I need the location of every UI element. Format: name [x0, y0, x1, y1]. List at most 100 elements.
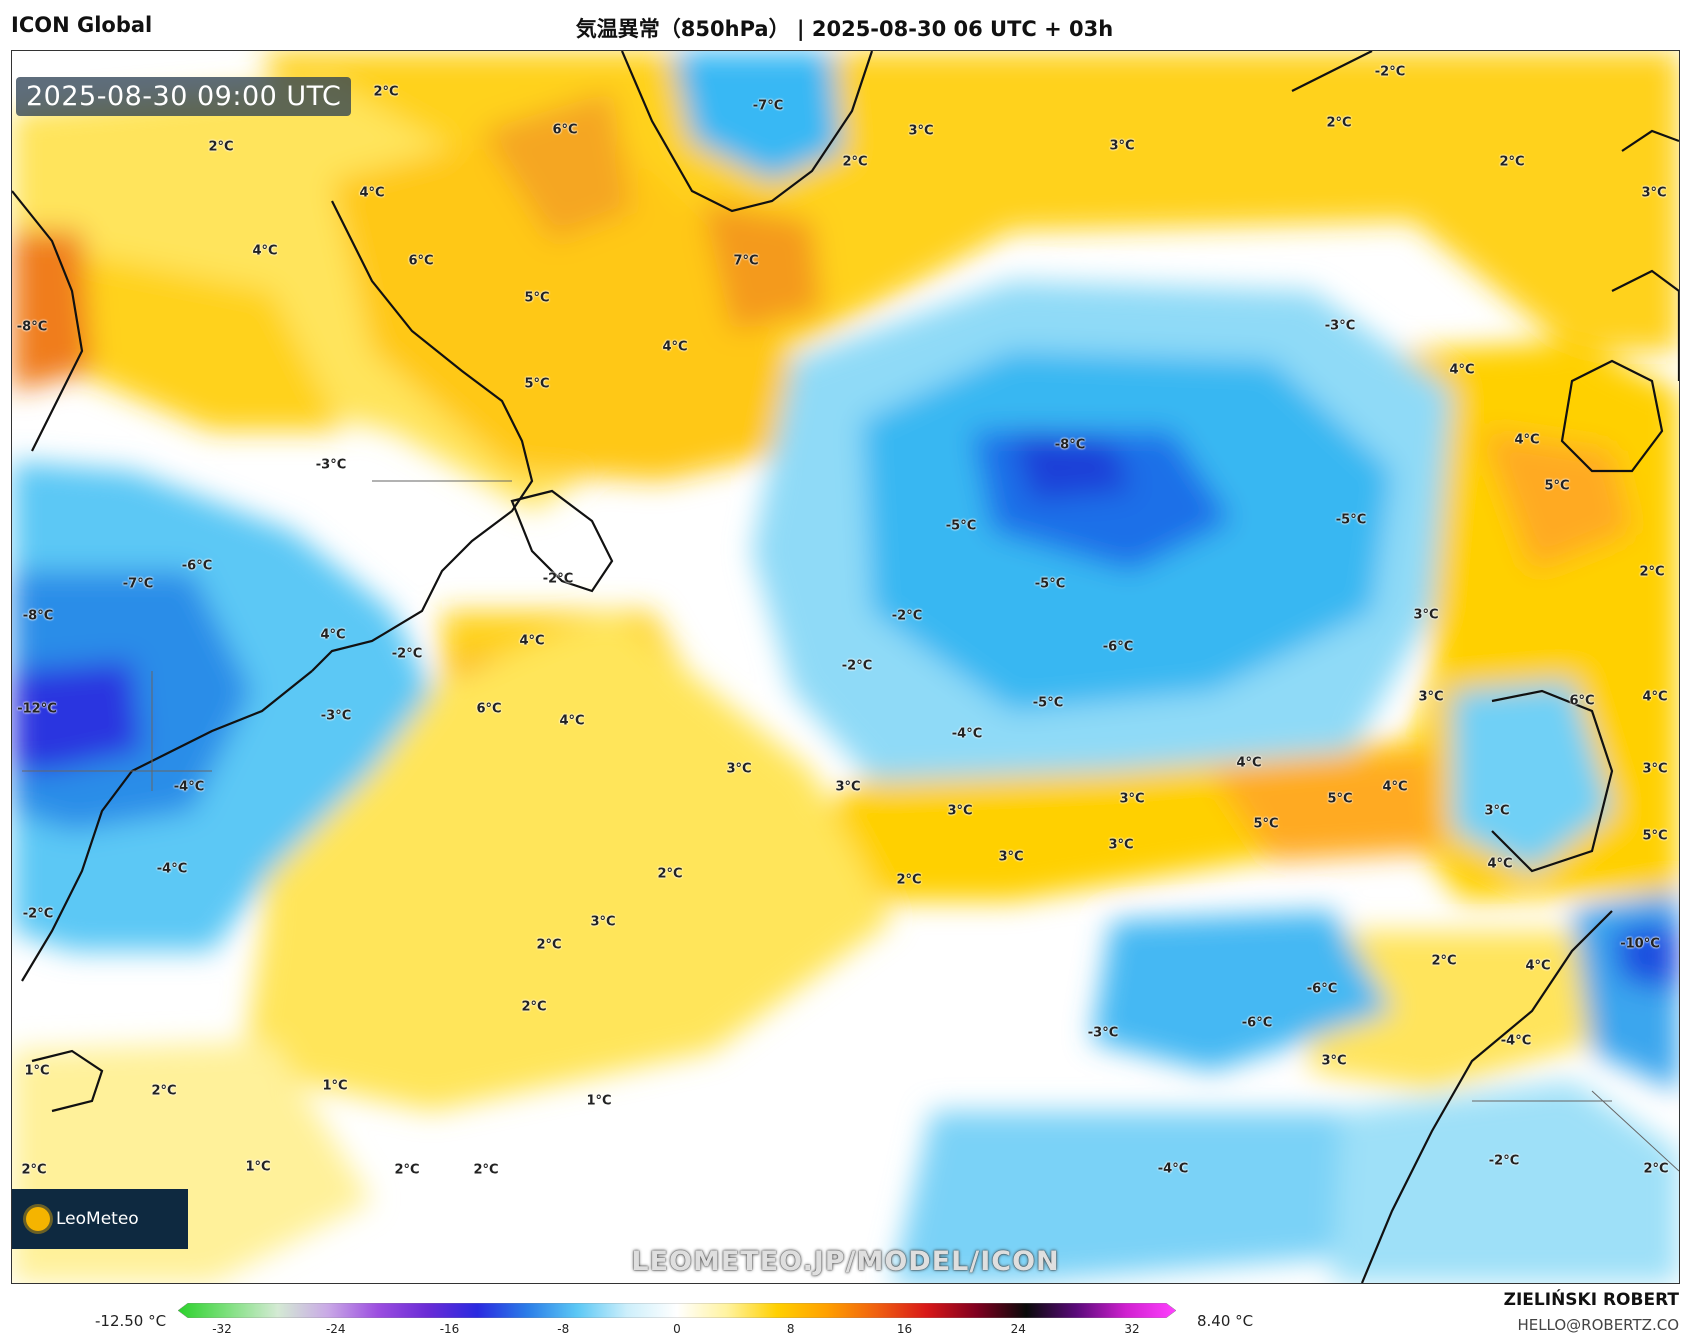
contour-label: 3°C [590, 914, 616, 930]
contour-label: -3°C [320, 708, 352, 724]
contour-label: -10°C [1620, 936, 1660, 952]
leometeo-logo[interactable]: LeoMeteo [12, 1189, 188, 1249]
contour-label: -8°C [16, 319, 48, 335]
contour-label: 2°C [473, 1162, 499, 1178]
contour-label: -3°C [1087, 1025, 1119, 1041]
contour-label: -7°C [122, 576, 154, 592]
contour-label: 2°C [373, 84, 399, 100]
contour-label: 3°C [1321, 1053, 1347, 1069]
contour-label: 4°C [1525, 958, 1551, 974]
contour-label: -4°C [173, 779, 205, 795]
header: ICON Global 気温異常（850hPa） | 2025-08-30 06… [0, 0, 1689, 50]
contour-label: -4°C [1157, 1161, 1189, 1177]
contour-label: 3°C [1641, 185, 1667, 201]
contour-label: 4°C [320, 627, 346, 643]
contour-label: -6°C [1306, 981, 1338, 997]
contour-label: 5°C [1544, 478, 1570, 494]
contour-label: -2°C [1488, 1153, 1520, 1169]
colorbar [178, 1303, 1176, 1318]
contour-label: 4°C [559, 713, 585, 729]
contour-label: 6°C [408, 253, 434, 269]
contour-label: -2°C [391, 646, 423, 662]
contour-label: -2°C [891, 608, 923, 624]
colorbar-tick: 24 [1010, 1322, 1026, 1336]
contour-label: 2°C [896, 872, 922, 888]
contour-label: 4°C [1449, 362, 1475, 378]
contour-label: -8°C [1054, 437, 1086, 453]
colorbar-tick: 8 [786, 1322, 795, 1336]
contour-label: 6°C [1569, 693, 1595, 709]
contour-label: -8°C [22, 608, 54, 624]
contour-label: -2°C [841, 658, 873, 674]
contour-label: 2°C [842, 154, 868, 170]
contour-label: 3°C [1484, 803, 1510, 819]
contour-label: 3°C [998, 849, 1024, 865]
contour-label: 5°C [524, 290, 550, 306]
colorbar-tick: -8 [557, 1322, 570, 1336]
contour-label: 3°C [835, 779, 861, 795]
model-name: ICON Global [11, 13, 153, 37]
contour-label: 6°C [476, 701, 502, 717]
contour-label: -3°C [315, 457, 347, 473]
contour-label: 1°C [322, 1078, 348, 1094]
contour-label: -5°C [1335, 512, 1367, 528]
contour-label: -5°C [945, 518, 977, 534]
author-name: ZIELIŃSKI ROBERT [1503, 1290, 1679, 1310]
contour-label: 4°C [519, 633, 545, 649]
colorbar-tick: -24 [325, 1322, 346, 1336]
contour-label: 3°C [1109, 138, 1135, 154]
contour-label: 1°C [586, 1093, 612, 1109]
valid-time: 2025-08-30 09:00 UTC [16, 77, 352, 116]
colorbar-tick: 0 [673, 1322, 681, 1336]
contour-label: -5°C [1034, 576, 1066, 592]
colorbar-max-label: 8.40 °C [1197, 1312, 1254, 1330]
contour-label: 2°C [1499, 154, 1525, 170]
colorbar-tick: -16 [439, 1322, 460, 1336]
contour-label: 4°C [359, 185, 385, 201]
contour-label: 1°C [24, 1063, 50, 1079]
contour-label: -6°C [1102, 639, 1134, 655]
contour-label: -6°C [1241, 1015, 1273, 1031]
contour-label: 2°C [151, 1083, 177, 1099]
contour-label: 5°C [1253, 816, 1279, 832]
contour-label: 2°C [521, 999, 547, 1015]
contour-label: -2°C [542, 571, 574, 587]
contour-label: 3°C [1119, 791, 1145, 807]
colorbar-tick: -32 [212, 1322, 232, 1336]
contour-label: -4°C [1500, 1033, 1532, 1049]
borders [22, 480, 1679, 1172]
contour-label: 4°C [1642, 689, 1668, 705]
contour-label: 5°C [524, 376, 550, 392]
anomaly-map[interactable]: 2025-08-30 09:00 UTC 2°C 2°C 4°C 4°C 6°C -8°C… [11, 50, 1680, 1284]
contour-label: 4°C [1382, 779, 1408, 795]
contour-label: 3°C [908, 123, 934, 139]
map-title: 気温異常（850hPa） | 2025-08-30 06 UTC + 03h [575, 17, 1114, 41]
contour-label: 3°C [1108, 837, 1134, 853]
contour-label: 5°C [1327, 791, 1353, 807]
contour-label: 1°C [245, 1159, 271, 1175]
contour-label: -2°C [22, 906, 54, 922]
author-block: ZIELIŃSKI ROBERT HELLO@ROBERTZ.CO [1504, 1290, 1679, 1334]
author-email[interactable]: HELLO@ROBERTZ.CO [1517, 1316, 1679, 1334]
contour-label: 2°C [21, 1162, 47, 1178]
contour-label: -4°C [156, 861, 188, 877]
contour-label: 6°C [552, 122, 578, 138]
contour-label: -5°C [1032, 695, 1064, 711]
logo-text: LeoMeteo [56, 1209, 139, 1229]
contour-label: 7°C [733, 253, 759, 269]
contour-label: 4°C [1514, 432, 1540, 448]
contour-label: 2°C [536, 937, 562, 953]
contour-label: 2°C [1639, 564, 1665, 580]
contour-label: 4°C [1236, 755, 1262, 771]
anomaly-field [12, 51, 1679, 1283]
contour-label: -12°C [17, 701, 57, 717]
contour-label: 2°C [657, 866, 683, 882]
contour-label: 2°C [394, 1162, 420, 1178]
contour-label: 2°C [1643, 1161, 1669, 1177]
sun-icon [26, 1207, 50, 1231]
contour-label: 3°C [1642, 761, 1668, 777]
colorbar-min-label: -12.50 °C [95, 1312, 167, 1330]
contour-label: 2°C [208, 139, 234, 155]
contour-label: 3°C [947, 803, 973, 819]
contour-label: 3°C [1413, 607, 1439, 623]
